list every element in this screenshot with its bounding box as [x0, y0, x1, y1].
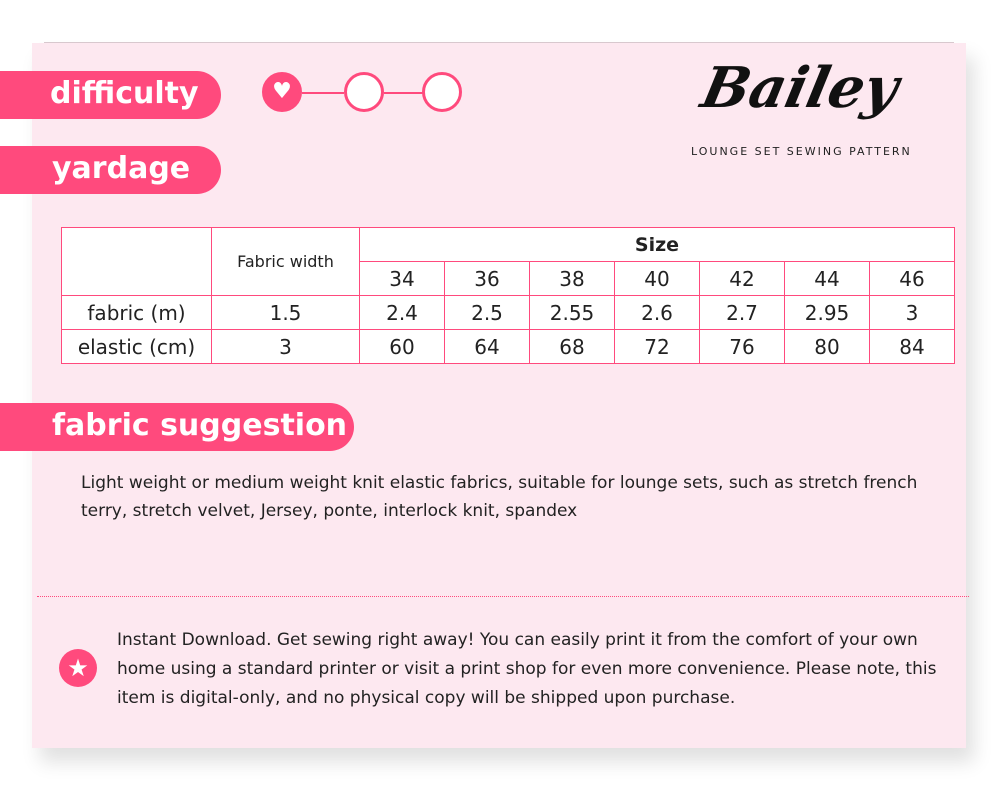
logo: Bailey	[695, 55, 905, 121]
value-cell: 2.4	[359, 295, 445, 330]
top-divider	[44, 42, 954, 43]
table-row: elastic (cm) 3 60 64 68 72 76 80 84	[61, 329, 955, 364]
step-connector	[384, 92, 424, 94]
size-cell: 40	[614, 261, 700, 296]
value-cell: 76	[699, 329, 785, 364]
fabric-width-header: Fabric width	[211, 227, 360, 296]
difficulty-step-empty	[422, 72, 462, 112]
difficulty-step-filled: ♥	[262, 72, 302, 112]
value-cell: 2.7	[699, 295, 785, 330]
fabric-width-cell: 1.5	[211, 295, 360, 330]
fabric-width-cell: 3	[211, 329, 360, 364]
value-cell: 64	[444, 329, 530, 364]
size-cell: 46	[869, 261, 955, 296]
value-cell: 3	[869, 295, 955, 330]
value-cell: 72	[614, 329, 700, 364]
star-icon: ★	[59, 649, 97, 687]
value-cell: 84	[869, 329, 955, 364]
value-cell: 60	[359, 329, 445, 364]
difficulty-step-empty	[344, 72, 384, 112]
size-cell: 36	[444, 261, 530, 296]
value-cell: 2.6	[614, 295, 700, 330]
heart-icon: ♥	[272, 79, 292, 104]
size-cell: 42	[699, 261, 785, 296]
value-cell: 2.55	[529, 295, 615, 330]
difficulty-label: difficulty	[0, 71, 221, 119]
table-row: fabric (m) 1.5 2.4 2.5 2.55 2.6 2.7 2.95 3	[61, 295, 955, 330]
empty-header-cell	[61, 227, 212, 296]
size-cell: 38	[529, 261, 615, 296]
row-label: fabric (m)	[61, 295, 212, 330]
yardage-table: Fabric width Size 34 36 38 40 42 44 46 fabric …	[61, 227, 955, 364]
value-cell: 2.5	[444, 295, 530, 330]
value-cell: 68	[529, 329, 615, 364]
size-cell: 34	[359, 261, 445, 296]
row-label: elastic (cm)	[61, 329, 212, 364]
value-cell: 2.95	[784, 295, 870, 330]
yardage-label: yardage	[0, 146, 221, 194]
subtitle: LOUNGE SET SEWING PATTERN	[691, 145, 912, 158]
fabric-suggestion-title: fabric suggestion	[0, 403, 354, 451]
size-cell: 44	[784, 261, 870, 296]
instant-download-notice: Instant Download. Get sewing right away!…	[117, 630, 937, 708]
section-divider	[37, 596, 969, 597]
step-connector	[302, 92, 344, 94]
size-header: Size	[359, 227, 955, 262]
value-cell: 80	[784, 329, 870, 364]
fabric-suggestion-text: Light weight or medium weight knit elast…	[81, 473, 918, 521]
